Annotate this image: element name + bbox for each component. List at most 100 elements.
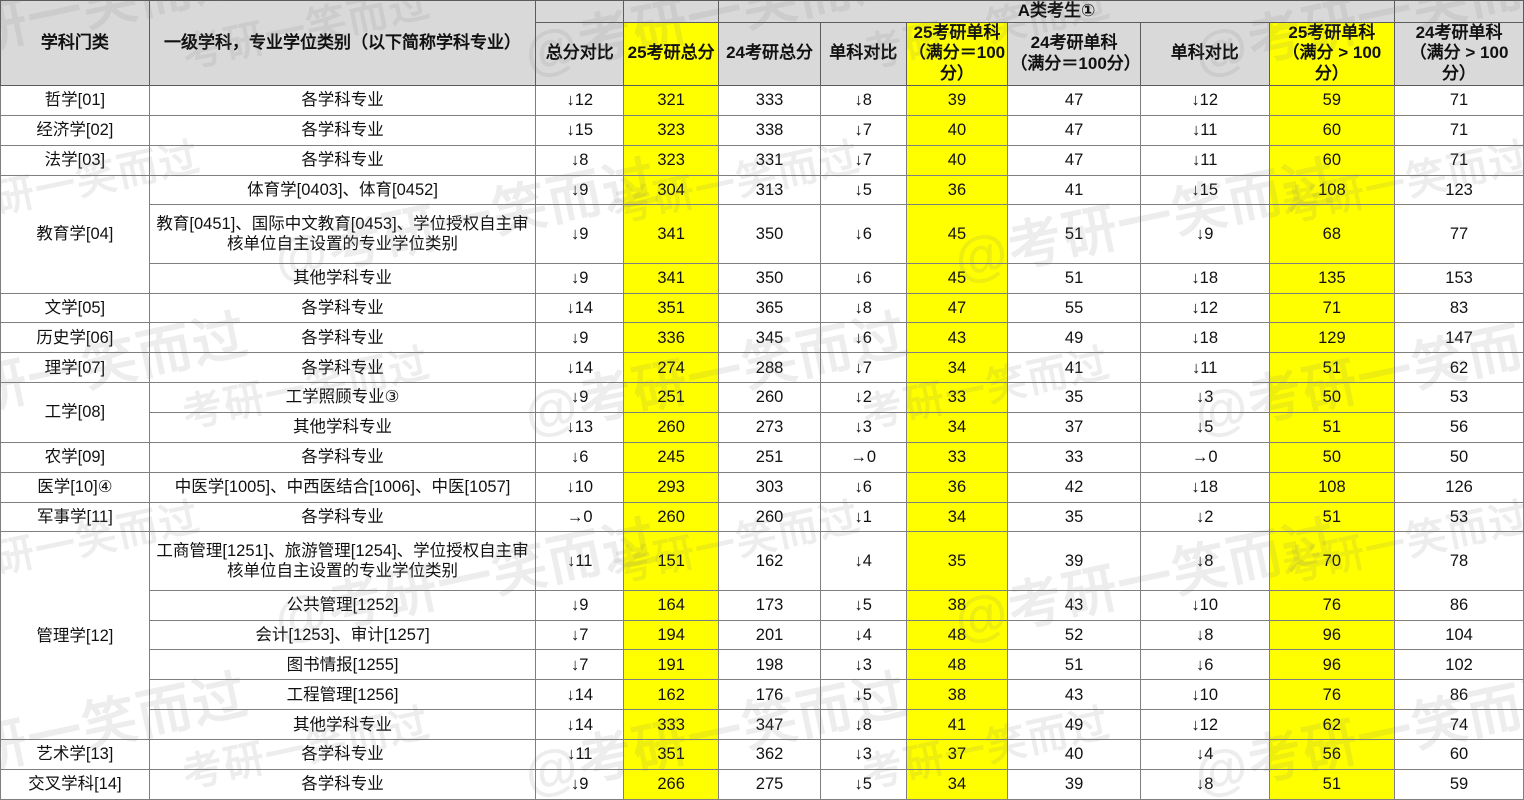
single-25-eq100-cell: 47	[905, 292, 1009, 324]
single-25-eq100-cell: 43	[905, 322, 1009, 354]
total-24-cell: 198	[718, 649, 821, 681]
single-24-eq100-cell: 47	[1007, 114, 1141, 146]
single-diff-2-cell: ↓18	[1139, 322, 1270, 354]
header-single-diff-1: 单科对比	[819, 21, 907, 86]
single-diff-1-cell: ↓4	[819, 619, 907, 651]
single-diff-1-cell: ↓6	[819, 322, 907, 354]
header-single-24-eq100: 24考研单科 （满分＝100分）	[1007, 21, 1141, 86]
single-24-gt100-cell: 50	[1394, 441, 1524, 473]
single-24-gt100-cell: 62	[1394, 352, 1524, 384]
major-cell: 工商管理[1251]、旅游管理[1254]、学位授权自主审核单位自主设置的专业学…	[148, 531, 537, 591]
table-row: 军事学[11] 各学科专业 →0 260 260 ↓1 34 35 ↓2 51 53	[0, 501, 1524, 533]
header-single-24-eq100-line1: 24考研单科	[1030, 33, 1118, 53]
table-row: 哲学[01] 各学科专业 ↓12 321 333 ↓8 39 47 ↓12 59 71	[0, 84, 1524, 116]
single-24-gt100-cell: 53	[1394, 382, 1524, 413]
single-24-gt100-cell: 77	[1394, 204, 1524, 264]
major-cell: 各学科专业	[148, 292, 537, 324]
total-24-cell: 347	[718, 709, 821, 741]
single-24-gt100-cell: 71	[1394, 114, 1524, 146]
single-25-eq100-cell: 36	[905, 174, 1009, 206]
single-25-gt100-cell: 68	[1268, 204, 1396, 264]
single-24-gt100-cell: 86	[1394, 589, 1524, 621]
single-25-gt100-cell: 71	[1268, 292, 1396, 324]
table-row: 管理学[12] 工商管理[1251]、旅游管理[1254]、学位授权自主审核单位自…	[0, 531, 1524, 741]
single-24-eq100-cell: 51	[1007, 204, 1141, 264]
total-diff-cell: ↓9	[535, 204, 625, 264]
single-25-gt100-cell: 96	[1268, 619, 1396, 651]
table-row: 工程管理[1256] ↓14 162 176 ↓5 38 43 ↓10 76 86	[1, 679, 1524, 711]
single-25-eq100-cell: 38	[905, 589, 1009, 621]
header-total-24: 24考研总分	[718, 21, 821, 86]
single-25-eq100-cell: 40	[905, 114, 1009, 146]
single-diff-1-cell: ↓5	[819, 589, 907, 621]
table-row: 教育[0451]、国际中文教育[0453]、学位授权自主审核单位自主设置的专业学…	[1, 204, 1524, 264]
single-24-eq100-cell: 33	[1007, 441, 1141, 473]
table-row: 文学[05] 各学科专业 ↓14 351 365 ↓8 47 55 ↓12 71 83	[0, 292, 1524, 324]
category-cell: 交叉学科[14]	[0, 768, 150, 800]
single-25-eq100-cell: 34	[905, 352, 1009, 384]
single-24-eq100-cell: 39	[1007, 768, 1141, 800]
total-25-cell: 336	[623, 322, 720, 354]
single-diff-1-cell: →0	[819, 441, 907, 473]
total-24-cell: 350	[718, 204, 821, 264]
single-25-eq100-cell: 45	[905, 204, 1009, 264]
total-24-cell: 333	[718, 84, 821, 116]
table-row: 其他学科专业 ↓14 333 347 ↓8 41 49 ↓12 62 74	[1, 709, 1524, 741]
single-25-eq100-cell: 36	[905, 471, 1009, 503]
single-diff-2-cell: →0	[1139, 441, 1270, 473]
header-single-24-gt100-line2: （满分 > 100分）	[1409, 43, 1509, 84]
single-diff-2-cell: ↓15	[1139, 174, 1270, 206]
header-category: 学科门类	[0, 0, 150, 86]
single-25-gt100-cell: 96	[1268, 649, 1396, 681]
total-24-cell: 313	[718, 174, 821, 206]
major-cell-text: 工商管理[1251]、旅游管理[1254]、学位授权自主审核单位自主设置的专业学…	[156, 541, 529, 581]
single-diff-1-cell: ↓8	[819, 709, 907, 741]
major-cell: 其他学科专业	[148, 709, 537, 741]
table-row: 经济学[02] 各学科专业 ↓15 323 338 ↓7 40 47 ↓11 60 71	[0, 114, 1524, 146]
single-diff-2-cell: ↓12	[1139, 292, 1270, 324]
header-spacer-total-diff	[535, 0, 625, 23]
single-24-eq100-cell: 39	[1007, 531, 1141, 591]
total-diff-cell: ↓9	[535, 174, 625, 206]
single-24-gt100-cell: 147	[1394, 322, 1524, 354]
single-diff-1-cell: ↓2	[819, 382, 907, 413]
single-24-gt100-cell: 78	[1394, 531, 1524, 591]
total-diff-cell: ↓9	[535, 382, 625, 413]
single-24-eq100-cell: 35	[1007, 382, 1141, 413]
table-row: 法学[03] 各学科专业 ↓8 323 331 ↓7 40 47 ↓11 60 71	[0, 144, 1524, 176]
header-group-a: A类考生①	[718, 0, 1396, 23]
major-cell: 各学科专业	[148, 768, 537, 800]
total-25-cell: 323	[623, 114, 720, 146]
total-24-cell: 365	[718, 292, 821, 324]
single-25-eq100-cell: 34	[905, 411, 1009, 443]
single-diff-2-cell: ↓11	[1139, 114, 1270, 146]
header-row-top: 学科门类 一级学科，专业学位类别（以下简称学科专业） A类考生①	[0, 0, 1524, 86]
single-25-gt100-cell: 62	[1268, 709, 1396, 741]
single-25-eq100-cell: 39	[905, 84, 1009, 116]
single-24-eq100-cell: 49	[1007, 709, 1141, 741]
single-diff-2-cell: ↓12	[1139, 709, 1270, 741]
major-cell: 体育学[0403]、体育[0452]	[148, 174, 537, 206]
total-25-cell: 323	[623, 144, 720, 176]
single-24-gt100-cell: 104	[1394, 619, 1524, 651]
single-24-eq100-cell: 49	[1007, 322, 1141, 354]
header-spacer-total-25	[623, 0, 720, 23]
header-total-diff: 总分对比	[535, 21, 625, 86]
total-25-cell: 162	[623, 679, 720, 711]
total-25-cell: 293	[623, 471, 720, 503]
single-25-gt100-cell: 76	[1268, 679, 1396, 711]
total-25-cell: 304	[623, 174, 720, 206]
single-25-eq100-cell: 48	[905, 649, 1009, 681]
single-25-eq100-cell: 33	[905, 382, 1009, 413]
total-25-cell: 266	[623, 768, 720, 800]
total-diff-cell: ↓7	[535, 619, 625, 651]
single-25-eq100-cell: 37	[905, 739, 1009, 770]
single-24-gt100-cell: 59	[1394, 768, 1524, 800]
single-25-gt100-cell: 56	[1268, 739, 1396, 770]
category-cell: 军事学[11]	[0, 501, 150, 533]
header-single-25-eq100: 25考研单科 （满分＝100分）	[905, 21, 1009, 86]
major-cell: 各学科专业	[148, 441, 537, 473]
single-diff-1-cell: ↓5	[819, 174, 907, 206]
total-24-cell: 260	[718, 501, 821, 533]
single-diff-2-cell: ↓11	[1139, 352, 1270, 384]
